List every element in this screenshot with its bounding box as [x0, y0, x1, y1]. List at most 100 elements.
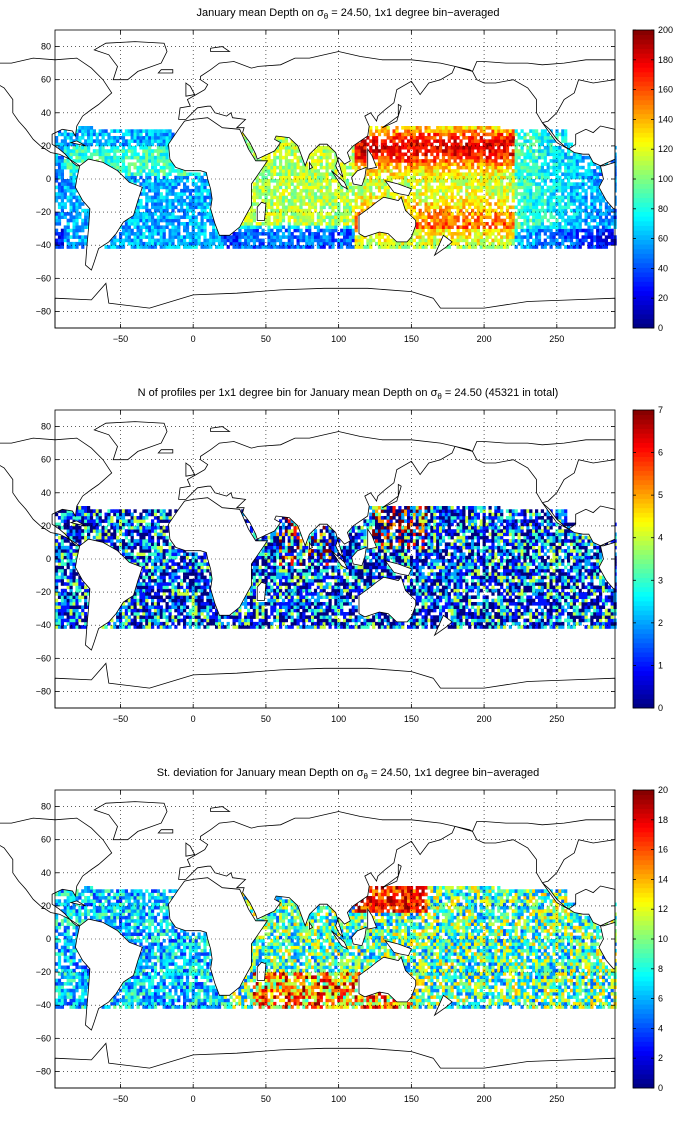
data-cell — [247, 218, 251, 223]
data-cell — [569, 165, 574, 170]
data-cell — [511, 238, 515, 243]
data-cell — [290, 232, 294, 236]
data-cell — [564, 169, 568, 173]
data-cell — [540, 192, 545, 196]
data-cell — [60, 241, 65, 246]
data-cell — [162, 212, 166, 216]
data-cell — [569, 228, 574, 233]
data-cell — [284, 182, 289, 186]
data-cell — [238, 621, 242, 626]
data-cell — [290, 159, 294, 163]
data-cell — [511, 192, 515, 196]
data-cell — [322, 621, 326, 626]
data-cell — [165, 245, 169, 249]
data-cell — [517, 215, 521, 220]
data-cell — [84, 241, 88, 246]
data-cell — [529, 205, 533, 210]
grid-lines — [55, 30, 615, 328]
data-cell — [212, 225, 216, 230]
data-cell — [473, 139, 478, 143]
data-cell — [564, 188, 568, 193]
data-cell — [57, 175, 62, 180]
data-cell — [369, 235, 373, 239]
data-cell — [121, 152, 126, 157]
data-cell — [308, 241, 312, 246]
data-cell — [177, 618, 181, 623]
data-cell — [75, 149, 79, 153]
data-cell — [290, 165, 294, 170]
data-cell — [337, 621, 341, 626]
data-cell — [267, 225, 271, 230]
data-cell — [511, 159, 515, 163]
data-cell — [468, 195, 472, 200]
data-cell — [401, 142, 405, 147]
data-cell — [421, 621, 425, 626]
data-cell — [552, 241, 556, 246]
data-cell — [276, 202, 280, 206]
data-cell — [404, 198, 408, 203]
data-cell — [57, 615, 62, 619]
data-cell — [319, 195, 323, 200]
data-cell — [153, 228, 158, 233]
data-cell — [69, 139, 73, 143]
data-cell — [441, 228, 446, 233]
data-cell — [130, 222, 134, 226]
coastline-south-america-wrap — [598, 161, 616, 210]
data-cell — [343, 225, 347, 230]
data-cell — [439, 182, 443, 186]
data-cell — [505, 132, 510, 137]
data-cell — [215, 621, 219, 626]
data-cell — [334, 205, 338, 210]
data-cell — [546, 149, 550, 153]
data-cell — [267, 222, 271, 226]
data-cell — [505, 165, 510, 170]
data-cell — [447, 185, 451, 190]
data-cell — [168, 222, 172, 226]
data-cell — [599, 222, 603, 226]
data-cell — [453, 232, 457, 236]
data-cell — [139, 228, 143, 233]
data-cell — [375, 241, 379, 246]
data-cell — [345, 618, 350, 623]
data-cell — [427, 129, 431, 133]
data-cell — [601, 222, 606, 226]
data-cell — [497, 139, 501, 143]
data-cell — [194, 198, 198, 203]
data-cell — [575, 169, 579, 173]
data-cell — [273, 179, 277, 183]
data-cell — [313, 165, 318, 170]
data-cell — [415, 136, 419, 140]
data-cell — [581, 172, 585, 177]
data-cell — [567, 152, 571, 157]
data-cell — [63, 205, 67, 210]
data-cell — [392, 621, 396, 626]
data-cell — [398, 621, 402, 626]
data-cell — [503, 212, 507, 216]
data-cell — [78, 155, 82, 160]
data-cell — [183, 172, 187, 177]
data-cell — [203, 205, 207, 210]
data-cell — [69, 149, 73, 153]
data-cell — [151, 139, 155, 143]
data-cell — [287, 238, 291, 243]
data-cell — [165, 159, 169, 163]
data-cell — [127, 232, 131, 236]
data-cell — [471, 212, 475, 216]
data-cell — [252, 232, 257, 236]
colorbar-segment — [633, 146, 654, 152]
data-cell — [55, 159, 59, 163]
data-cell — [180, 175, 184, 180]
data-cell — [89, 152, 94, 157]
data-cell — [412, 192, 417, 196]
data-cell — [311, 162, 315, 167]
data-cell — [468, 621, 472, 626]
data-cell — [276, 205, 280, 210]
data-cell — [575, 205, 579, 210]
data-cell — [532, 179, 536, 183]
data-cell — [313, 175, 318, 180]
data-cell — [63, 188, 67, 193]
data-cell — [404, 202, 408, 206]
data-cell — [535, 235, 539, 239]
data-cell — [127, 225, 131, 230]
data-cell — [415, 182, 419, 186]
